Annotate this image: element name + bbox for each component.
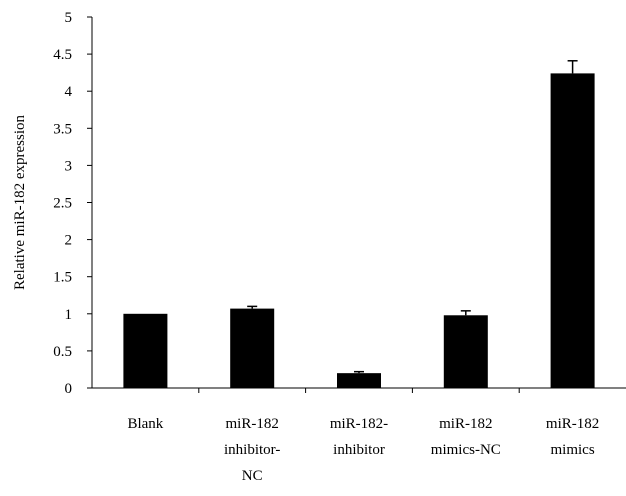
y-tick-label: 2.5	[53, 196, 72, 212]
y-tick-label: 0	[65, 381, 73, 397]
y-tick-label: 1.5	[53, 270, 72, 286]
bar	[123, 313, 168, 388]
x-tick-label: miR-182 inhibitor-NC	[224, 416, 280, 484]
y-tick-label: 2	[65, 233, 73, 249]
y-tick-label: 4	[65, 84, 73, 100]
y-tick-label: 0.5	[53, 344, 72, 360]
y-tick-label: 1	[65, 307, 73, 323]
x-tick-label: miR-182 mimics-NC	[431, 416, 501, 458]
plot-area: 0 0.5 1 1.5 2 2.5 3 3.5 4 4.5 5 Blank miR-182 inhibit…	[53, 10, 626, 484]
x-tick-label: Blank	[127, 416, 163, 432]
y-tick-label: 5	[65, 10, 73, 26]
y-tick-label: 4.5	[53, 47, 72, 63]
bar	[230, 308, 275, 388]
y-axis-title: Relative miR-182 expression	[12, 115, 28, 290]
y-tick-label: 3	[65, 158, 73, 174]
bar	[550, 73, 595, 388]
bar	[443, 315, 488, 388]
x-tick-label: miR-182 mimics	[546, 416, 599, 458]
bar	[337, 373, 381, 388]
x-tick-label: miR-182-inhibitor	[330, 416, 388, 458]
y-tick-label: 3.5	[53, 121, 72, 137]
